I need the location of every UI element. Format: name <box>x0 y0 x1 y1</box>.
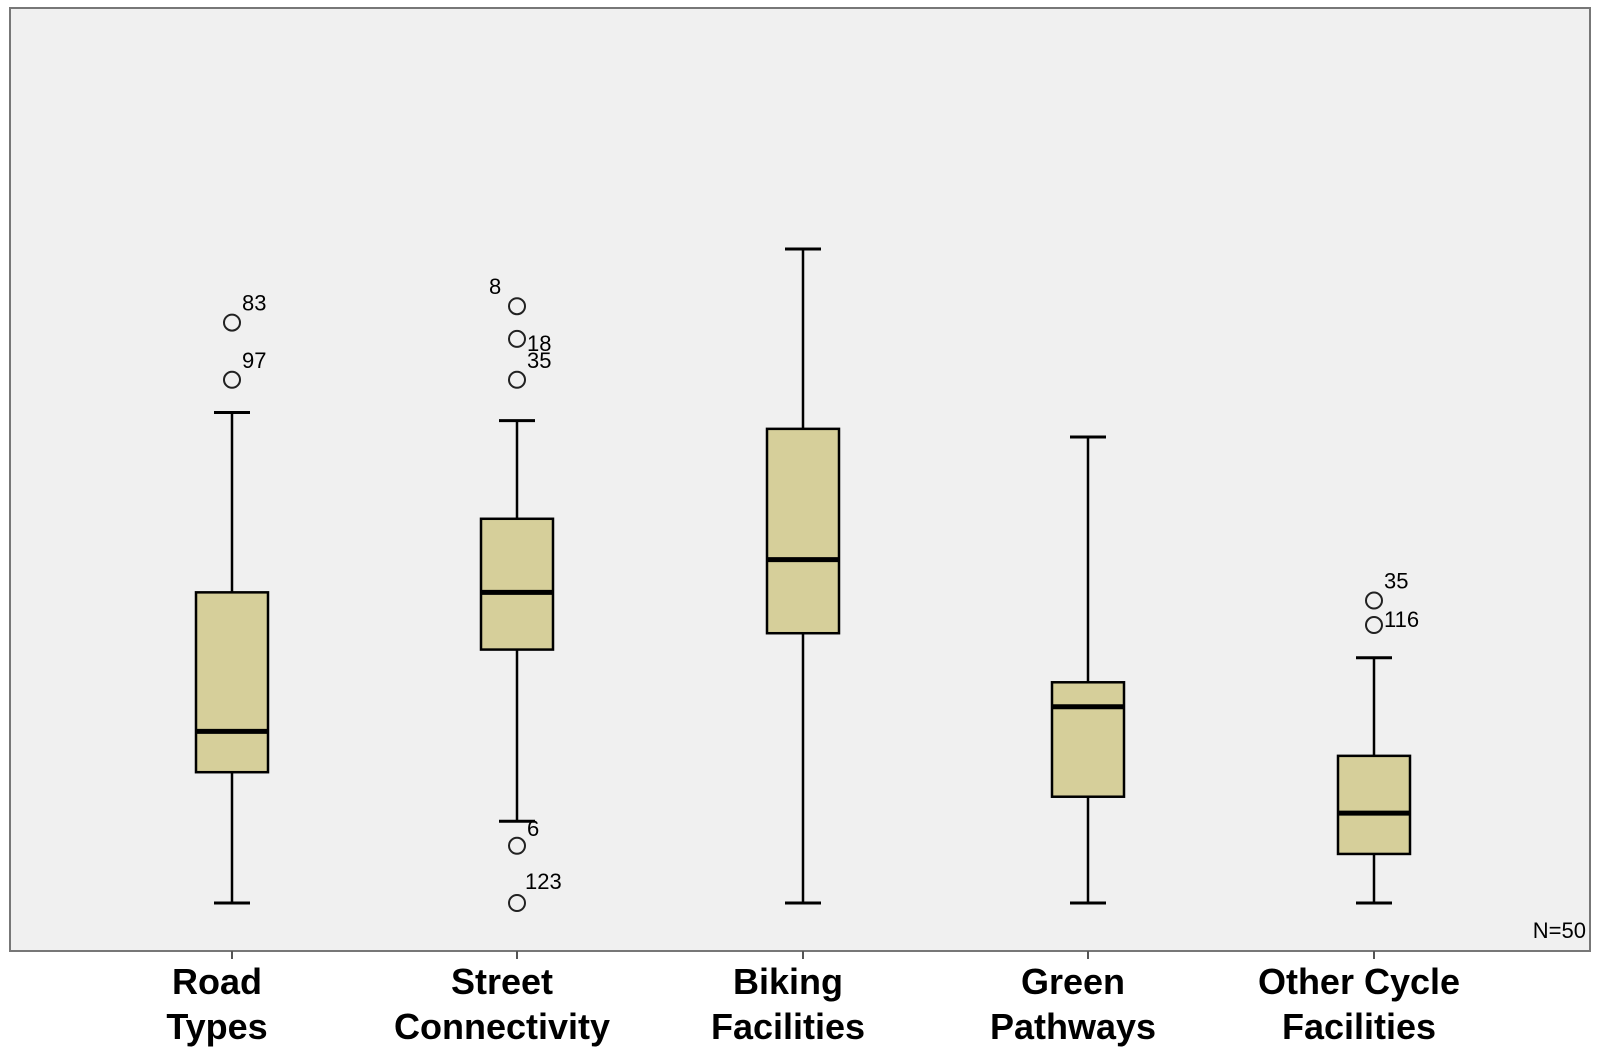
category-label: Biking <box>733 961 843 1002</box>
outlier-point <box>508 894 526 912</box>
outlier-point <box>508 836 526 855</box>
outlier-label: 123 <box>525 869 562 894</box>
box-iqr <box>479 517 555 651</box>
box-iqr <box>1336 754 1412 856</box>
category-label: Pathways <box>990 1006 1156 1047</box>
outlier-point <box>223 313 241 332</box>
category-label: Facilities <box>1282 1006 1436 1047</box>
outlier-label: 35 <box>527 348 551 373</box>
outlier-point <box>1365 591 1383 610</box>
outlier-point <box>508 329 526 348</box>
outlier-point <box>1365 616 1383 635</box>
outlier-label: 83 <box>242 291 266 316</box>
outlier-label: 116 <box>1384 607 1419 632</box>
category-label: Other Cycle <box>1258 961 1460 1002</box>
category-label: Types <box>166 1006 267 1047</box>
outlier-label: 8 <box>489 274 501 299</box>
box-iqr <box>765 427 841 635</box>
chart-marks: 9783RoadTypes123635188StreetConnectivity… <box>166 247 1460 1047</box>
n-annotation: N=50 <box>1533 918 1586 943</box>
box-iqr <box>1050 681 1126 798</box>
category-label: Green <box>1021 961 1125 1002</box>
outlier-label: 18 <box>527 331 551 356</box>
outlier-label: 6 <box>527 816 539 841</box>
outlier-point <box>223 370 241 389</box>
box-iqr <box>194 591 270 774</box>
category-label: Street <box>451 961 553 1002</box>
outlier-label: 97 <box>242 348 266 373</box>
outlier-point <box>508 370 526 389</box>
outlier-label: 35 <box>1384 569 1408 594</box>
category-label: Facilities <box>711 1006 865 1047</box>
category-label: Road <box>172 961 262 1002</box>
category-label: Connectivity <box>394 1006 610 1047</box>
outlier-point <box>508 297 526 316</box>
